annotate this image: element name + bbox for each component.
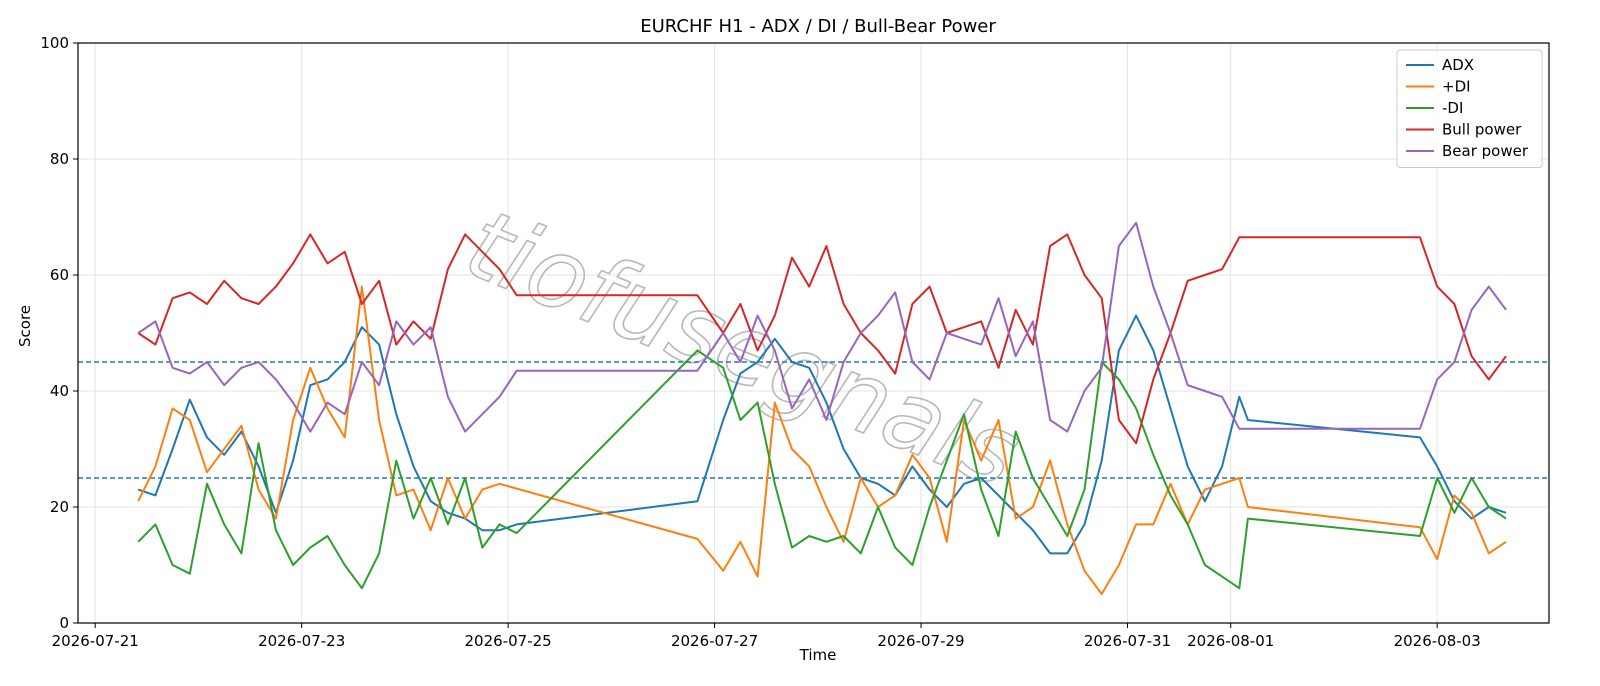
legend-label: Bull power	[1442, 121, 1522, 139]
x-axis: 2026-07-21 2026-07-23 2026-07-25 2026-07-27…	[52, 623, 1481, 650]
legend-label: ADX	[1442, 56, 1474, 74]
x-tick-label: 2026-07-21	[52, 632, 139, 650]
legend: ADX +DI -DI Bull power Bear power	[1396, 49, 1543, 168]
legend-label: -DI	[1442, 99, 1463, 117]
series-lines	[137, 221, 1507, 595]
legend-label: +DI	[1442, 78, 1471, 96]
x-tick-label: 2026-07-29	[877, 632, 964, 650]
series-line--di	[137, 349, 1507, 590]
x-axis-label: Time	[799, 646, 837, 664]
x-tick-label: 2026-08-01	[1187, 632, 1274, 650]
y-tick-label: 20	[50, 498, 69, 516]
y-tick-label: 40	[50, 382, 69, 400]
y-axis: 0 20 40 60 80 100	[40, 34, 78, 632]
x-tick-label: 2026-08-03	[1394, 632, 1481, 650]
x-tick-label: 2026-07-31	[1084, 632, 1171, 650]
y-axis-label: Score	[16, 305, 34, 347]
y-tick-label: 100	[40, 34, 69, 52]
plot-frame	[77, 42, 1550, 624]
y-tick-label: 0	[59, 614, 69, 632]
legend-box	[1396, 49, 1543, 168]
legend-label: Bear power	[1442, 142, 1529, 160]
y-tick-label: 60	[50, 266, 69, 284]
x-tick-label: 2026-07-23	[258, 632, 345, 650]
chart-title: EURCHF H1 - ADX / DI / Bull-Bear Power	[640, 16, 996, 37]
x-tick-label: 2026-07-25	[465, 632, 552, 650]
y-tick-label: 80	[50, 150, 69, 168]
series-line-adx	[137, 314, 1507, 555]
x-tick-label: 2026-07-27	[671, 632, 758, 650]
reference-lines	[78, 361, 1549, 479]
series-line-bear-power	[137, 221, 1507, 433]
